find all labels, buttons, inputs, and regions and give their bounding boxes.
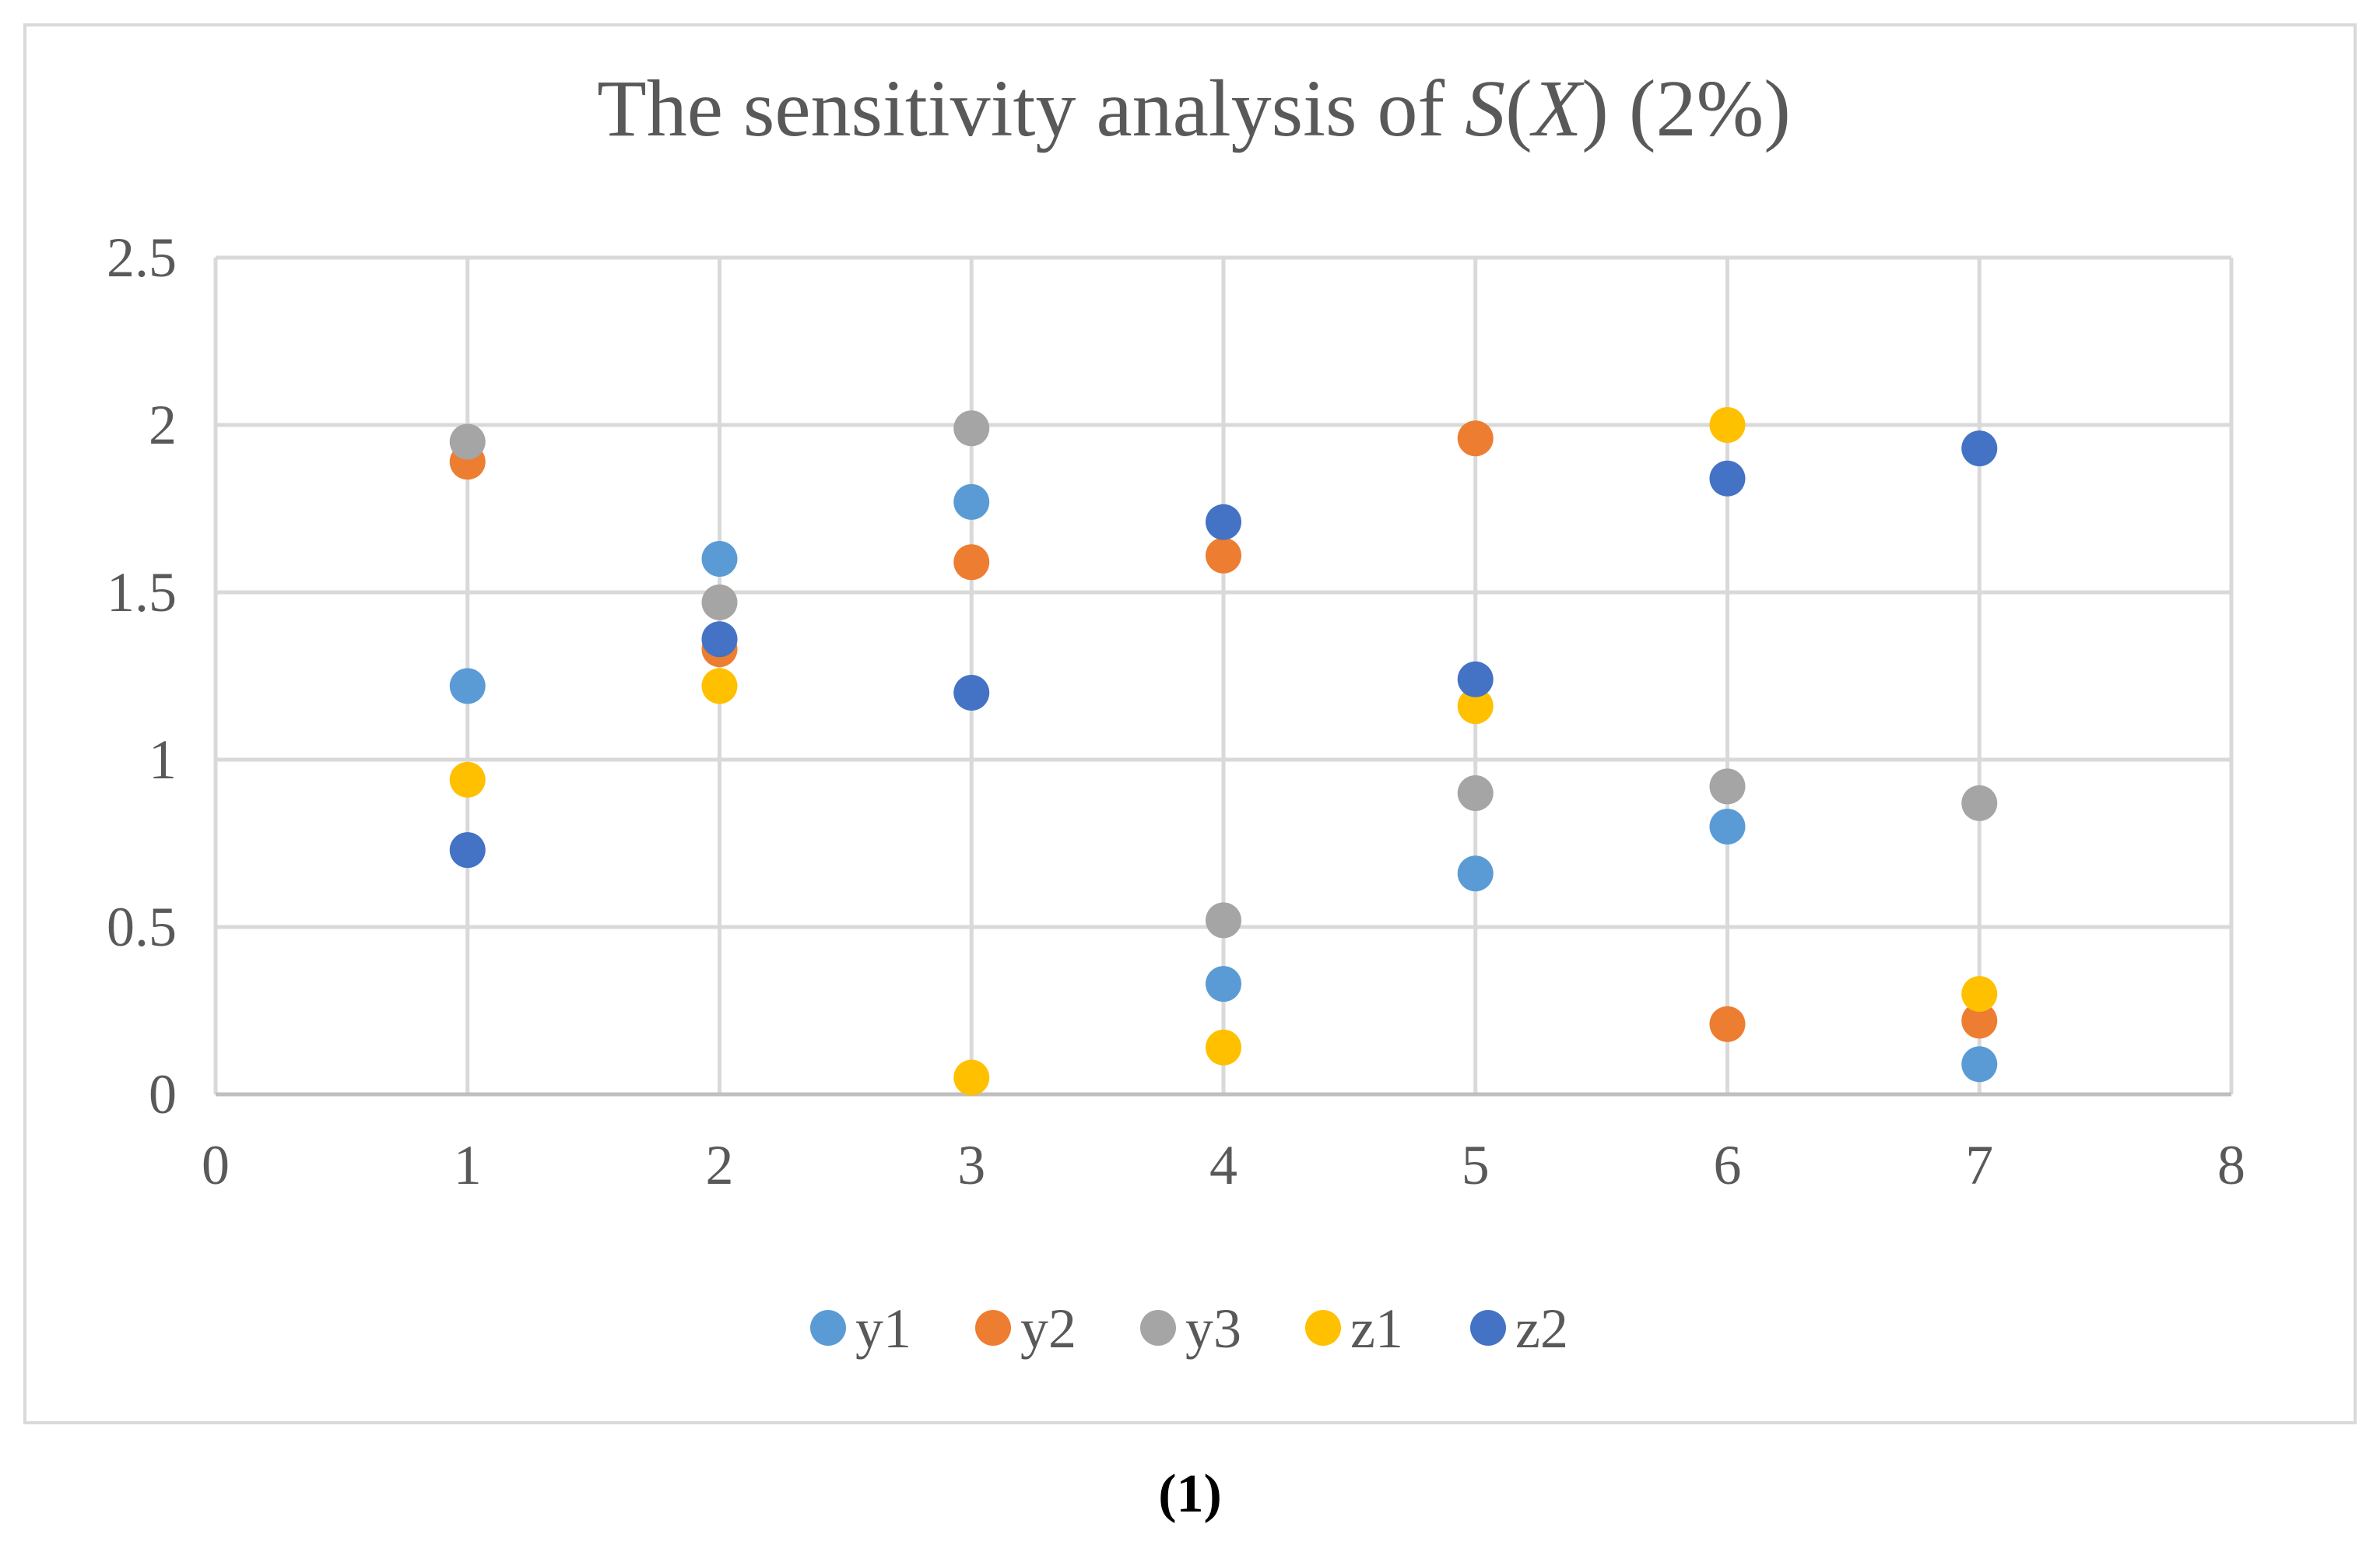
- point-z2: [1709, 460, 1746, 497]
- x-tick-label: 4: [1209, 1134, 1237, 1196]
- point-z2: [1457, 661, 1494, 697]
- x-tick-label: 6: [1714, 1134, 1742, 1196]
- legend-item-y3: y3: [1140, 1297, 1241, 1360]
- legend-label-z1: z1: [1350, 1297, 1403, 1360]
- point-y1: [701, 541, 738, 577]
- x-tick-label: 3: [957, 1134, 985, 1196]
- point-y1: [1961, 1046, 1998, 1083]
- point-z2: [953, 675, 990, 711]
- x-tick-label: 5: [1462, 1134, 1490, 1196]
- legend-item-z2: z2: [1470, 1297, 1568, 1360]
- point-z1: [701, 668, 738, 704]
- tick-labels: 0 0.5 1 1.5 2 2.5 0 1 2 3 4 5 6 7 8: [107, 226, 2245, 1196]
- legend: y1 y2 y3 z1 z2: [810, 1297, 1568, 1360]
- point-y1: [1206, 966, 1241, 1002]
- point-y1: [1457, 855, 1494, 892]
- legend-item-y1: y1: [810, 1297, 911, 1360]
- point-y2: [1457, 420, 1494, 457]
- legend-marker-y2: [975, 1310, 1011, 1346]
- x-tick-label: 1: [454, 1134, 482, 1196]
- point-z2: [1206, 504, 1241, 540]
- y-tick-label: 1.5: [107, 561, 177, 623]
- point-z2: [1961, 430, 1998, 467]
- legend-marker-y3: [1140, 1310, 1176, 1346]
- point-y3: [701, 584, 738, 620]
- x-tick-label: 7: [1965, 1134, 1993, 1196]
- legend-item-z1: z1: [1305, 1297, 1403, 1360]
- x-tick-label: 2: [706, 1134, 734, 1196]
- point-z1: [449, 761, 486, 798]
- point-y3: [449, 423, 486, 460]
- point-z2: [449, 832, 486, 869]
- chart-title: The sensitivity analysis of S(X) (2%): [597, 64, 1791, 153]
- legend-label-y2: y2: [1020, 1297, 1076, 1360]
- point-y3: [1457, 775, 1494, 811]
- point-y2: [1709, 1006, 1746, 1042]
- legend-marker-z1: [1305, 1310, 1341, 1346]
- point-y1: [953, 483, 990, 520]
- x-tick-label: 0: [202, 1134, 230, 1196]
- data-points: [449, 407, 1998, 1096]
- legend-item-y2: y2: [975, 1297, 1076, 1360]
- scatter-chart: The sensitivity analysis of S(X) (2%) 00…: [107, 64, 2245, 1360]
- y-tick-label: 2.5: [107, 226, 177, 289]
- point-z1: [1961, 976, 1998, 1012]
- y-tick-label: 0.5: [107, 896, 177, 958]
- y-tick-label: 1: [149, 729, 177, 791]
- point-z1: [953, 1059, 990, 1096]
- point-y2: [1961, 1002, 1998, 1039]
- y-tick-label: 2: [149, 394, 177, 456]
- point-y1: [1709, 809, 1746, 844]
- y-tick-label: 0: [149, 1063, 177, 1125]
- point-z2: [701, 621, 738, 658]
- point-y3: [1961, 785, 1998, 821]
- point-y2: [1206, 537, 1241, 574]
- point-z1: [1206, 1029, 1241, 1066]
- point-y3: [1206, 902, 1241, 939]
- legend-label-y1: y1: [855, 1297, 911, 1360]
- legend-label-y3: y3: [1185, 1297, 1241, 1360]
- point-y1: [449, 668, 486, 704]
- legend-marker-z2: [1470, 1310, 1506, 1346]
- point-z1: [1709, 407, 1746, 443]
- figure-caption: (1): [1158, 1464, 1222, 1524]
- point-y3: [1709, 768, 1746, 805]
- point-y2: [953, 544, 990, 581]
- point-z1: [1457, 688, 1494, 725]
- legend-label-z2: z2: [1515, 1297, 1568, 1360]
- point-y3: [953, 410, 990, 447]
- legend-marker-y1: [810, 1310, 846, 1346]
- axes: [213, 258, 2231, 1097]
- x-tick-label: 8: [2217, 1134, 2245, 1196]
